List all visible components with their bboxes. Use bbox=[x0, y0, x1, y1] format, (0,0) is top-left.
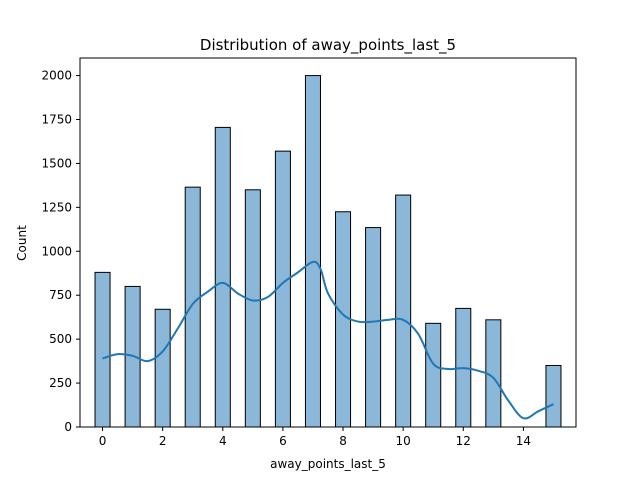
x-tick-label: 2 bbox=[159, 434, 167, 448]
x-axis-label: away_points_last_5 bbox=[270, 457, 386, 471]
bar-5 bbox=[244, 189, 261, 428]
kde-line bbox=[102, 260, 554, 420]
x-tick-label: 12 bbox=[456, 434, 471, 448]
y-axis-ticks: 0 250 500 750 1000 1250 1500 1750 2000 bbox=[41, 69, 80, 434]
bar-9 bbox=[365, 227, 382, 428]
y-tick-label: 250 bbox=[49, 376, 72, 390]
chart-title: Distribution of away_points_last_5 bbox=[200, 36, 456, 55]
bars-group bbox=[94, 75, 562, 428]
x-axis-ticks: 0 2 4 6 8 10 12 14 bbox=[99, 427, 531, 448]
y-tick-label: 500 bbox=[49, 332, 72, 346]
y-tick-label: 2000 bbox=[41, 69, 72, 83]
y-tick-label: 1750 bbox=[41, 113, 72, 127]
bar-8 bbox=[335, 211, 352, 428]
y-tick-label: 1500 bbox=[41, 156, 72, 170]
x-tick-label: 14 bbox=[516, 434, 531, 448]
plot-frame bbox=[79, 57, 577, 428]
x-tick-label: 4 bbox=[219, 434, 227, 448]
y-tick-label: 750 bbox=[49, 288, 72, 302]
bar-11 bbox=[425, 322, 442, 428]
bar-3 bbox=[184, 186, 201, 428]
x-tick-label: 0 bbox=[99, 434, 107, 448]
bar-4 bbox=[214, 126, 231, 428]
bar-7 bbox=[304, 75, 321, 428]
y-axis-label: Count bbox=[15, 225, 29, 261]
x-tick-label: 6 bbox=[279, 434, 287, 448]
y-tick-label: 0 bbox=[64, 420, 72, 434]
y-tick-label: 1000 bbox=[41, 244, 72, 258]
bar-2 bbox=[154, 308, 171, 428]
bar-15 bbox=[545, 365, 562, 428]
bar-0 bbox=[94, 271, 111, 428]
y-tick-label: 1250 bbox=[41, 200, 72, 214]
x-tick-label: 8 bbox=[339, 434, 347, 448]
bar-10 bbox=[395, 194, 412, 428]
x-tick-label: 10 bbox=[396, 434, 411, 448]
